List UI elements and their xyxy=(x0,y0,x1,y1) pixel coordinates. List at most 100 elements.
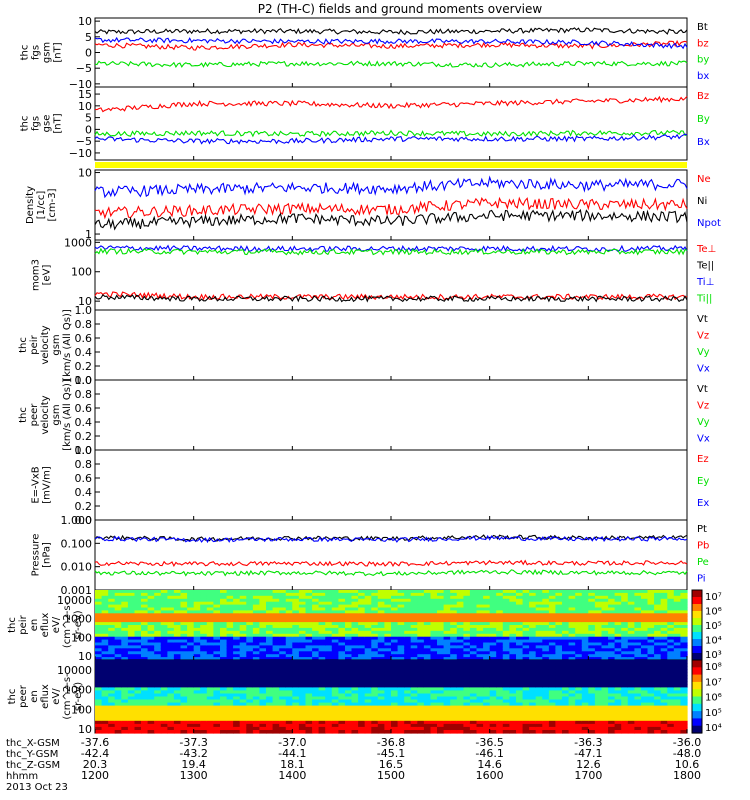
heatmap-cell xyxy=(285,730,293,734)
heatmap-cell xyxy=(377,630,385,635)
heatmap-cell xyxy=(239,708,247,713)
heatmap-cell xyxy=(127,651,136,655)
ytick-label: 0.001 xyxy=(61,584,93,597)
heatmap-cell xyxy=(404,669,412,673)
heatmap-cell xyxy=(581,672,589,676)
heatmap-cell xyxy=(134,669,142,673)
heatmap-cell xyxy=(358,711,366,716)
heatmap-cell xyxy=(647,592,655,597)
heatmap-cell xyxy=(469,717,478,722)
heatmap-cell xyxy=(239,642,247,646)
heatmap-cell xyxy=(443,687,451,691)
heatmap-cell xyxy=(318,604,326,609)
heatmap-cell xyxy=(147,720,155,725)
legend-2: Ti⊥ xyxy=(696,277,714,288)
heatmap-cell xyxy=(200,657,208,661)
heatmap-cell xyxy=(325,619,333,623)
heatmap-cell xyxy=(206,622,214,626)
heatmap-cell xyxy=(345,693,353,698)
heatmap-cell xyxy=(134,666,142,670)
colorbar-cell xyxy=(692,606,702,610)
heatmap-cell xyxy=(338,684,346,688)
heatmap-cell xyxy=(200,672,208,676)
heatmap-cell xyxy=(469,720,478,725)
heatmap-cell xyxy=(154,657,162,661)
heatmap-cell xyxy=(259,714,267,719)
heatmap-cell xyxy=(364,693,372,698)
heatmap-cell xyxy=(391,601,399,606)
heatmap-cell xyxy=(338,592,346,597)
heatmap-cell xyxy=(154,693,162,698)
heatmap-cell xyxy=(601,660,609,664)
heatmap-cell xyxy=(601,657,609,661)
heatmap-cell xyxy=(404,592,412,597)
heatmap-cell xyxy=(614,678,622,682)
heatmap-cell xyxy=(601,595,609,600)
heatmap-cell xyxy=(621,669,629,673)
heatmap-cell xyxy=(108,720,116,725)
heatmap-cell xyxy=(641,651,649,655)
heatmap-cell xyxy=(239,657,247,661)
heatmap-cell xyxy=(391,648,399,652)
heatmap-cell xyxy=(463,598,471,603)
heatmap-cell xyxy=(423,607,432,611)
heatmap-cell xyxy=(535,607,543,611)
heatmap-cell xyxy=(680,730,688,734)
heatmap-cell xyxy=(489,607,497,611)
heatmap-cell xyxy=(621,639,629,644)
heatmap-cell xyxy=(456,711,464,716)
heatmap-cell xyxy=(187,642,195,646)
heatmap-cell xyxy=(562,654,570,658)
heatmap-cell xyxy=(377,714,385,719)
heatmap-cell xyxy=(548,633,557,638)
heatmap-cell xyxy=(647,601,655,606)
heatmap-cell xyxy=(325,690,333,694)
heatmap-cell xyxy=(345,610,353,614)
heatmap-cell xyxy=(502,669,510,673)
heatmap-cell xyxy=(634,681,642,685)
heatmap-cell xyxy=(239,669,247,673)
heatmap-cell xyxy=(430,681,438,685)
heatmap-cell xyxy=(522,696,530,701)
heatmap-cell xyxy=(634,663,642,667)
heatmap-cell xyxy=(285,699,293,704)
heatmap-cell xyxy=(450,598,458,603)
heatmap-cell xyxy=(581,622,589,626)
heatmap-cell xyxy=(167,648,175,652)
heatmap-cell xyxy=(377,690,385,694)
heatmap-cell xyxy=(233,636,241,641)
heatmap-cell xyxy=(206,681,214,685)
heatmap-cell xyxy=(252,627,261,632)
heatmap-cell xyxy=(562,601,570,606)
ytick-label: 0.8 xyxy=(75,458,93,471)
heatmap-cell xyxy=(325,730,333,734)
legend-3: Pi xyxy=(697,574,706,585)
heatmap-cell xyxy=(641,660,649,664)
heatmap-cell xyxy=(542,604,550,609)
heatmap-cell xyxy=(193,633,201,638)
heatmap-cell xyxy=(450,619,458,623)
heatmap-cell xyxy=(213,636,221,641)
heatmap-cell xyxy=(522,678,530,682)
heatmap-cell xyxy=(673,598,681,603)
heatmap-cell xyxy=(673,666,681,670)
heatmap-cell xyxy=(318,693,326,698)
heatmap-cell xyxy=(647,633,655,638)
heatmap-cell xyxy=(450,693,458,698)
heatmap-cell xyxy=(345,636,353,641)
heatmap-cell xyxy=(555,639,563,644)
heatmap-cell xyxy=(654,619,662,623)
heatmap-cell xyxy=(483,717,491,722)
heatmap-cell xyxy=(463,639,471,644)
heatmap-cell xyxy=(529,610,537,614)
heatmap-cell xyxy=(101,702,109,707)
heatmap-cell xyxy=(312,625,320,629)
heatmap-cell xyxy=(206,627,214,632)
heatmap-cell xyxy=(437,613,445,617)
heatmap-cell xyxy=(417,610,425,614)
heatmap-cell xyxy=(114,681,122,685)
ytick-label: 0.100 xyxy=(61,537,93,550)
heatmap-cell xyxy=(601,723,609,728)
heatmap-cell xyxy=(377,619,385,623)
heatmap-cell xyxy=(147,675,155,679)
